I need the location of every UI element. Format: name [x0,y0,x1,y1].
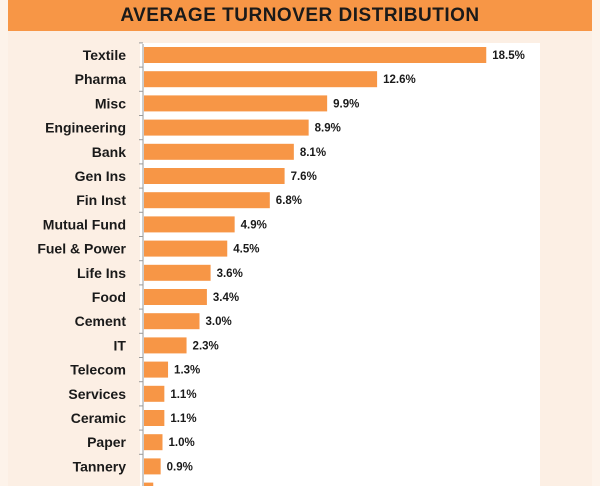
value-label: 1.1% [170,413,196,425]
category-label: Services [68,386,126,402]
bar-partial [144,482,154,486]
category-label: Textile [83,47,127,63]
value-label: 1.1% [170,389,196,401]
bar-mutual-fund [144,216,235,233]
value-label: 1.3% [174,365,200,377]
bar-life-ins [144,264,211,281]
value-label: 3.6% [217,268,243,280]
value-label: 3.4% [213,292,239,304]
category-label: Fuel & Power [37,241,126,257]
category-label: Engineering [45,120,126,136]
category-label: Paper [87,434,126,450]
bar-pharma [144,71,378,88]
category-label: Life Ins [77,265,126,281]
value-label: 8.1% [300,147,326,159]
bar-fuel-power [144,240,228,257]
category-label: Gen Ins [75,168,127,184]
value-label: 4.5% [233,244,259,256]
bar-misc [144,95,328,112]
category-label: Mutual Fund [43,216,126,232]
plot-area [140,43,540,486]
bar-cement [144,313,200,330]
title-bar: AVERAGE TURNOVER DISTRIBUTION [8,0,592,31]
value-label: 7.6% [291,171,317,183]
value-label: 2.3% [193,340,219,352]
value-label: 18.5% [492,50,525,62]
category-label: Misc [95,95,126,111]
category-label: Telecom [70,362,126,378]
category-label: Food [92,289,126,305]
category-label: IT [114,337,127,353]
category-label: Ceramic [71,410,126,426]
value-label: 6.8% [276,195,302,207]
bar-gen-ins [144,168,285,184]
category-label: Bank [92,144,126,160]
value-label: 12.6% [383,74,416,86]
value-label: 9.9% [333,98,359,110]
chart-title: AVERAGE TURNOVER DISTRIBUTION [120,4,480,26]
bar-services [144,385,165,402]
bar-fin-inst [144,192,270,209]
bar-ceramic [144,410,165,426]
category-label: Pharma [75,71,127,87]
bar-it [144,337,187,354]
value-label: 3.0% [206,316,232,328]
category-label: Cement [75,313,127,329]
bar-paper [144,434,163,451]
bar-textile [144,47,487,63]
category-label: Tannery [73,458,127,474]
bar-tannery [144,458,161,475]
value-label: 1.0% [169,437,195,449]
value-label: 0.9% [167,461,193,473]
bar-engineering [144,119,309,136]
value-label: 4.9% [241,219,267,231]
bar-bank [144,143,294,160]
category-label: Fin Inst [76,192,126,208]
bar-telecom [144,361,169,378]
value-label: 8.9% [315,123,341,135]
bar-food [144,289,207,305]
